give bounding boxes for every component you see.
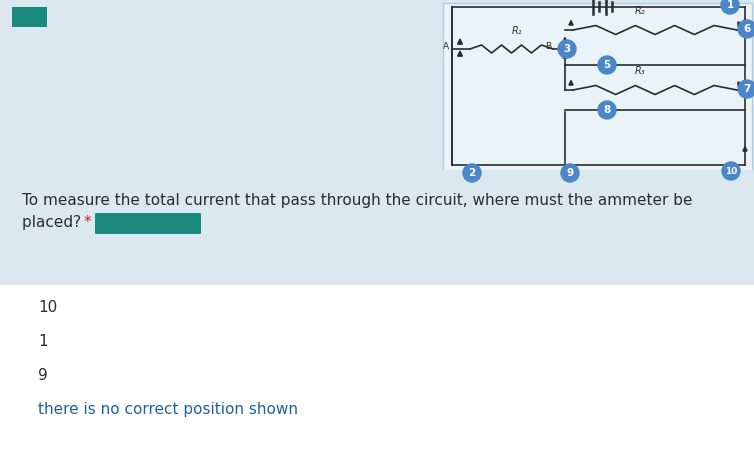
Circle shape	[463, 164, 481, 182]
Text: R₁: R₁	[512, 26, 523, 36]
Text: there is no correct position shown: there is no correct position shown	[38, 401, 298, 417]
Text: 10: 10	[725, 166, 737, 175]
FancyBboxPatch shape	[0, 285, 754, 465]
FancyBboxPatch shape	[12, 7, 47, 27]
Circle shape	[598, 56, 616, 74]
Circle shape	[722, 162, 740, 180]
Text: 9: 9	[38, 367, 48, 383]
Polygon shape	[563, 53, 567, 58]
Polygon shape	[569, 80, 573, 85]
Circle shape	[721, 0, 739, 14]
Circle shape	[561, 164, 579, 182]
Text: R₃: R₃	[635, 66, 645, 76]
Text: 8: 8	[603, 105, 611, 115]
Polygon shape	[743, 19, 747, 23]
Text: To measure the total current that pass through the circuit, where must the ammet: To measure the total current that pass t…	[22, 193, 692, 207]
Text: 5: 5	[603, 60, 611, 70]
FancyBboxPatch shape	[443, 3, 752, 172]
Text: 1: 1	[726, 0, 734, 10]
Polygon shape	[458, 39, 462, 44]
Text: *: *	[84, 215, 92, 231]
Circle shape	[738, 80, 754, 98]
FancyBboxPatch shape	[95, 213, 201, 234]
Text: +: +	[612, 0, 620, 1]
Polygon shape	[738, 22, 743, 26]
Text: placed?: placed?	[22, 215, 86, 231]
Circle shape	[598, 101, 616, 119]
Text: -: -	[588, 0, 592, 1]
Text: R₂: R₂	[635, 6, 645, 16]
Text: 10: 10	[38, 299, 57, 314]
Text: 7: 7	[743, 84, 751, 94]
Text: B: B	[545, 42, 551, 52]
Polygon shape	[738, 82, 743, 86]
Circle shape	[558, 40, 576, 58]
Text: 3: 3	[563, 44, 571, 54]
Text: 1: 1	[38, 333, 48, 348]
Polygon shape	[458, 51, 462, 56]
Polygon shape	[743, 146, 747, 151]
Polygon shape	[563, 38, 567, 42]
Text: 2: 2	[468, 168, 476, 178]
Polygon shape	[569, 20, 573, 25]
Text: 9: 9	[566, 168, 574, 178]
Text: 6: 6	[743, 24, 751, 34]
FancyBboxPatch shape	[0, 170, 754, 285]
Text: A: A	[443, 42, 449, 52]
Circle shape	[738, 20, 754, 38]
